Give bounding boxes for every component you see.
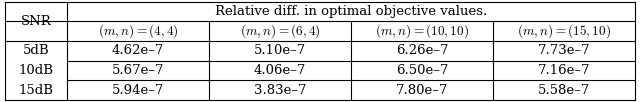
Text: 15dB: 15dB <box>19 84 54 97</box>
Text: $(m,n)=(6,4)$: $(m,n)=(6,4)$ <box>239 22 321 40</box>
Text: 4.06e–7: 4.06e–7 <box>254 64 306 77</box>
Text: 7.16e–7: 7.16e–7 <box>538 64 590 77</box>
Text: 6.26e–7: 6.26e–7 <box>396 44 448 57</box>
Text: Relative diff. in optimal objective values.: Relative diff. in optimal objective valu… <box>215 5 487 18</box>
Text: 5.67e–7: 5.67e–7 <box>112 64 164 77</box>
Text: SNR: SNR <box>20 15 51 28</box>
Text: 3.83e–7: 3.83e–7 <box>253 84 307 97</box>
Text: 4.62e–7: 4.62e–7 <box>112 44 164 57</box>
Text: 5.10e–7: 5.10e–7 <box>254 44 306 57</box>
Text: $(m,n)=(10,10)$: $(m,n)=(10,10)$ <box>375 22 469 40</box>
Text: 5dB: 5dB <box>22 44 49 57</box>
Text: $(m,n)=(15,10)$: $(m,n)=(15,10)$ <box>517 22 611 40</box>
Text: 6.50e–7: 6.50e–7 <box>396 64 448 77</box>
Text: $(m,n)=(4,4)$: $(m,n)=(4,4)$ <box>98 22 179 40</box>
Text: 5.58e–7: 5.58e–7 <box>538 84 590 97</box>
Text: 7.73e–7: 7.73e–7 <box>538 44 590 57</box>
Text: 10dB: 10dB <box>19 64 54 77</box>
Text: 7.80e–7: 7.80e–7 <box>396 84 448 97</box>
Text: 5.94e–7: 5.94e–7 <box>112 84 164 97</box>
